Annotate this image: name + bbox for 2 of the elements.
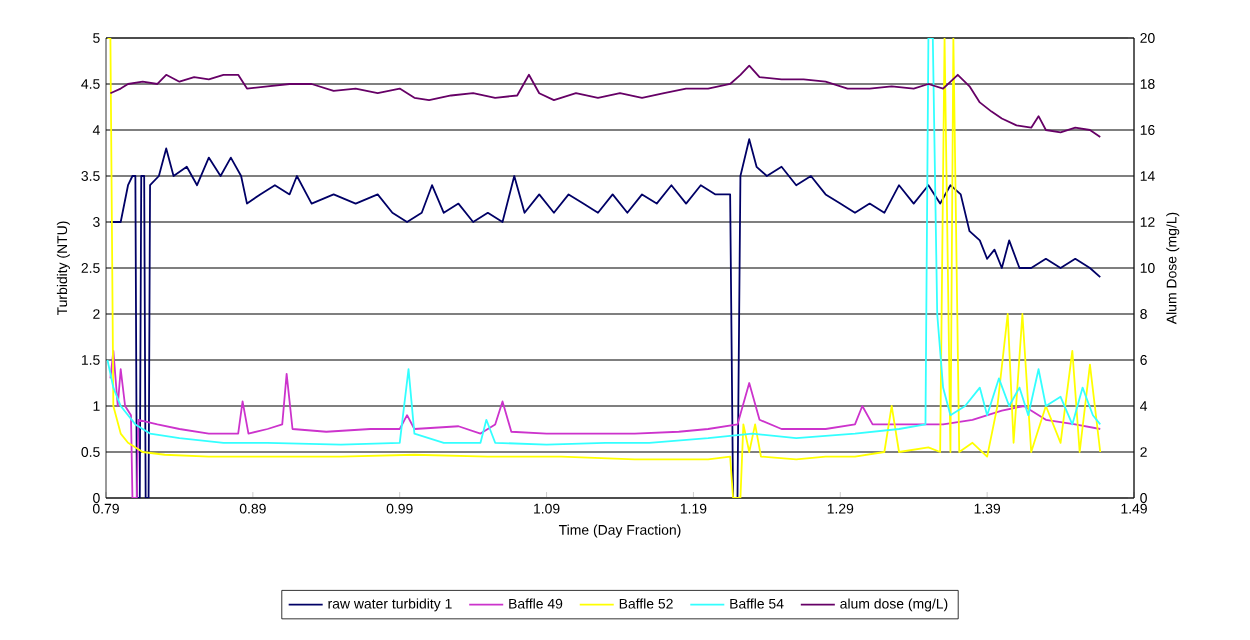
line-series (109, 138, 1102, 498)
line-series (109, 64, 1102, 138)
